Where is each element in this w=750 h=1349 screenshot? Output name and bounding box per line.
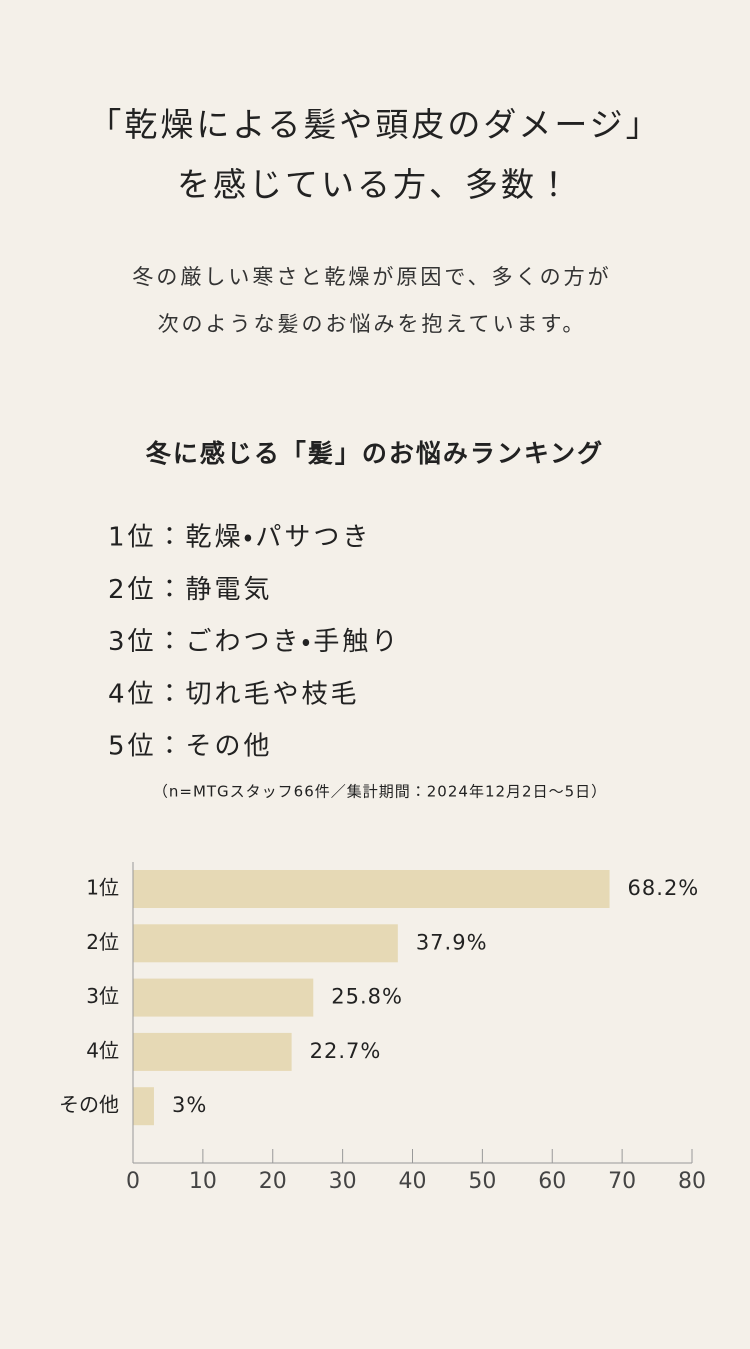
ranking-item: 3位：ごわつき・手触り [108, 627, 400, 657]
ranking-item: 2位：静電気 [108, 575, 273, 605]
bar [133, 1032, 292, 1071]
x-tick-label: 60 [538, 1169, 566, 1194]
x-tick-label: 50 [468, 1169, 496, 1194]
x-tick-label: 30 [329, 1169, 357, 1194]
ranking-item: 5位：その他 [108, 732, 273, 762]
ranking-title: 冬に感じる「髪」のお悩みランキング [145, 439, 604, 468]
x-tick-label: 40 [399, 1169, 427, 1194]
bar [133, 978, 314, 1017]
bar [133, 924, 398, 963]
y-tick-label: 1位 [86, 876, 119, 900]
note: （n=MTGスタッフ66件／集計期間：2024年12月2日〜5日） [153, 783, 607, 801]
x-tick-label: 80 [678, 1169, 706, 1194]
ranking-item: 4位：切れ毛や枝毛 [108, 679, 360, 709]
value-label: 25.8% [331, 985, 403, 1009]
x-tick-label: 10 [189, 1169, 217, 1194]
lead: 冬の厳しい寒さと乾燥が原因で、多くの方が [132, 265, 611, 289]
value-label: 68.2% [628, 876, 700, 900]
value-label: 37.9% [416, 930, 488, 954]
x-tick-label: 70 [608, 1169, 636, 1194]
x-tick-label: 0 [126, 1169, 140, 1194]
value-label: 22.7% [310, 1039, 382, 1063]
y-tick-label: 2位 [86, 930, 119, 954]
headline: 「乾燥による髪や頭皮のダメージ」 [88, 105, 661, 144]
bar [133, 870, 610, 908]
bar [133, 1087, 154, 1126]
headline: を感じている方、多数！ [177, 165, 573, 204]
x-tick-label: 20 [259, 1169, 287, 1194]
y-tick-label: その他 [59, 1093, 119, 1117]
y-tick-label: 3位 [86, 984, 119, 1008]
ranking-item: 1位：乾燥・パサつき [108, 523, 371, 553]
y-tick-label: 4位 [86, 1038, 119, 1062]
lead: 次のような髪のお悩みを抱えています。 [158, 312, 587, 336]
value-label: 3% [172, 1093, 207, 1117]
